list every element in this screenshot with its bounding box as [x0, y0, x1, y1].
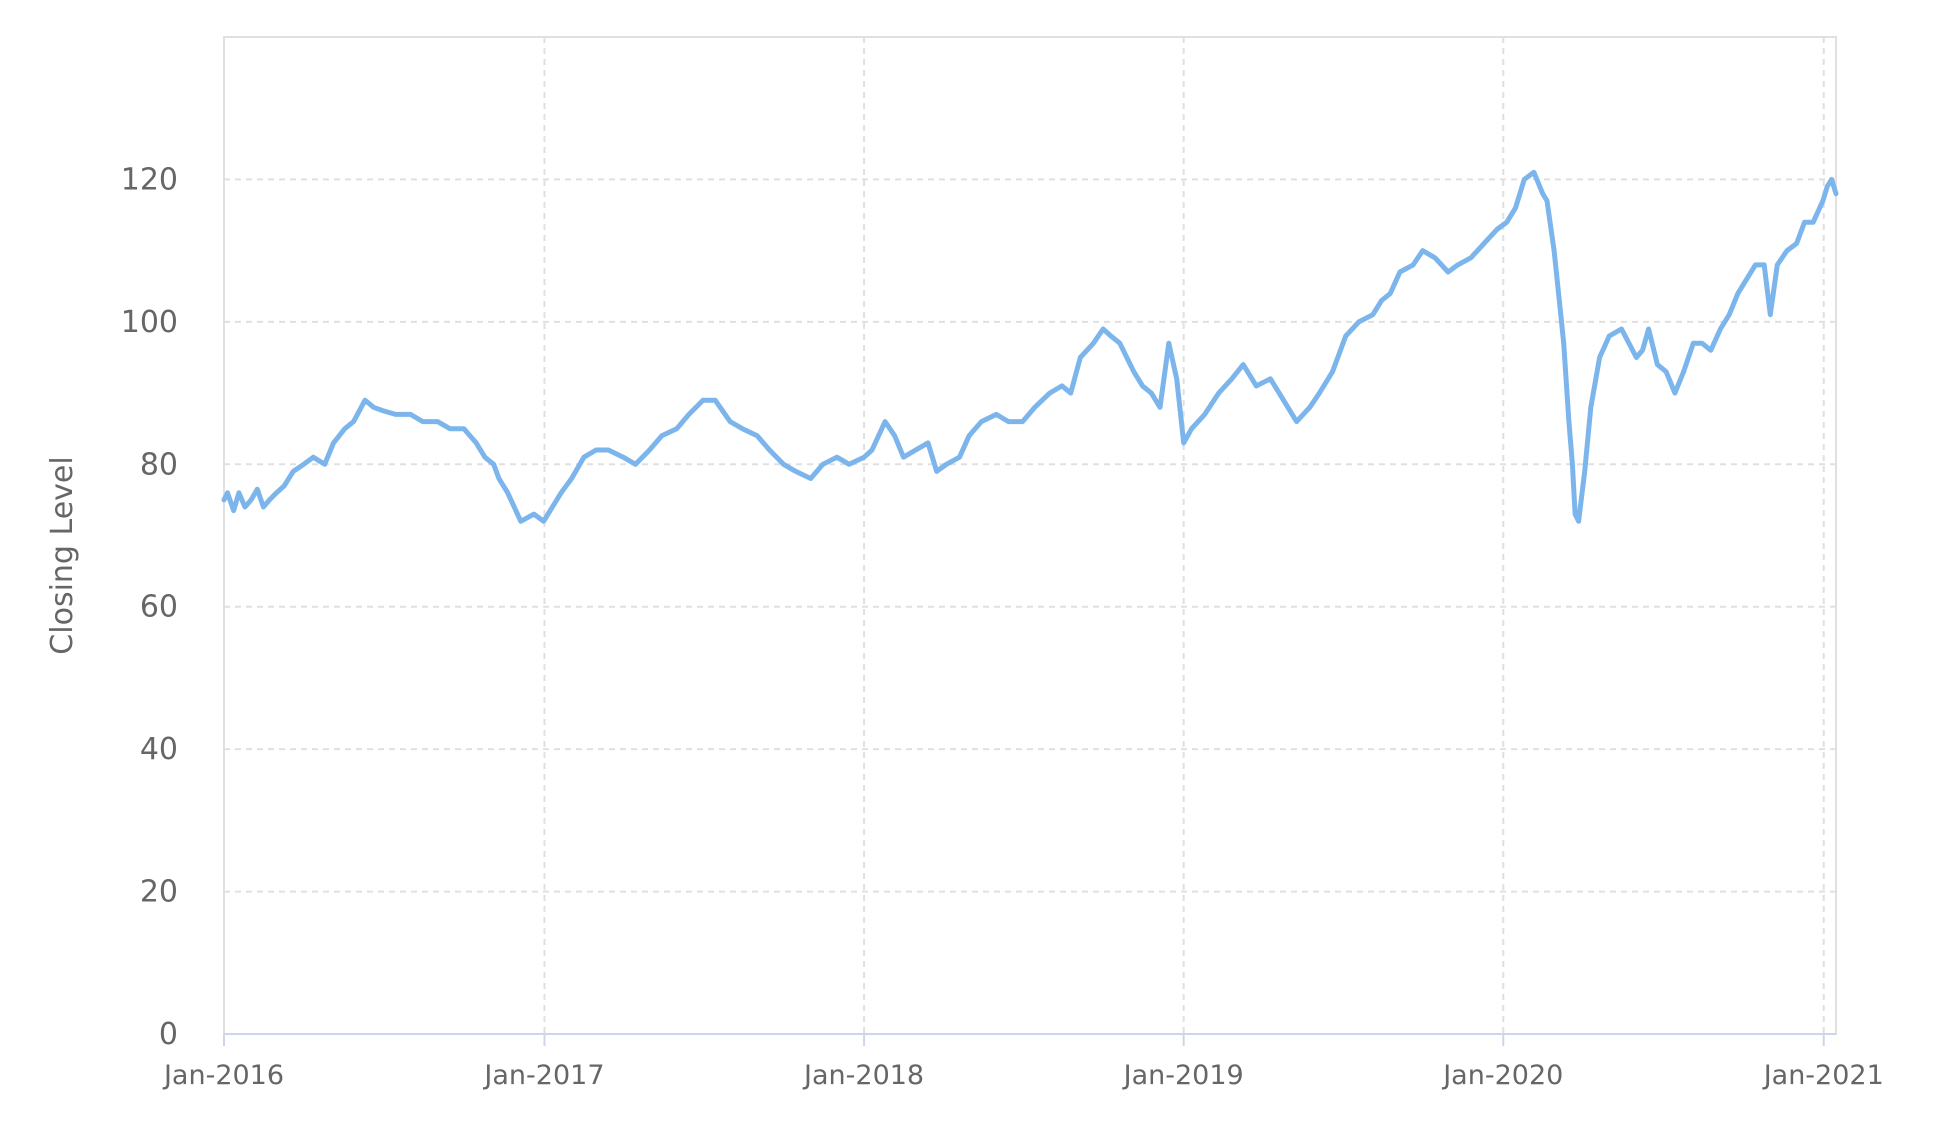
- y-tick-label: 100: [121, 305, 178, 340]
- y-tick-label: 80: [140, 447, 178, 482]
- y-tick-label: 20: [140, 875, 178, 910]
- x-axis-ticks: Jan-2016 Jan-2017 Jan-2018 Jan-2019 Jan-2020…: [162, 1034, 1884, 1091]
- x-tick-label: Jan-2016: [162, 1060, 284, 1091]
- x-tick-label: Jan-2019: [1122, 1060, 1244, 1091]
- y-tick-label: 60: [140, 590, 178, 625]
- y-axis-label: Closing Level: [45, 456, 80, 654]
- x-tick-label: Jan-2020: [1441, 1060, 1563, 1091]
- y-axis-ticks: 0 20 40 60 80 100 120: [121, 162, 178, 1052]
- y-tick-label: 120: [121, 162, 178, 197]
- x-tick-label: Jan-2021: [1762, 1060, 1884, 1091]
- x-tick-label: Jan-2018: [802, 1060, 924, 1091]
- x-tick-label: Jan-2017: [482, 1060, 604, 1091]
- y-tick-label: 0: [159, 1017, 178, 1052]
- series-layer: [221, 169, 1839, 524]
- series-line: [221, 169, 1839, 524]
- y-tick-label: 40: [140, 732, 178, 767]
